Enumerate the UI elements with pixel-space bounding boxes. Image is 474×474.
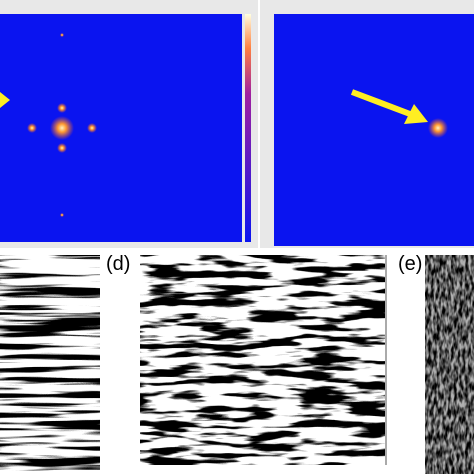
seismic-panel-left — [0, 255, 100, 471]
spectral-peak — [428, 118, 448, 138]
arrow — [0, 92, 10, 108]
spectrum-panel-left — [0, 0, 258, 248]
spectral-peak — [60, 33, 64, 37]
panel-label: (e) — [398, 253, 422, 275]
spectrum-panel-right — [260, 0, 474, 248]
spectral-peak — [27, 123, 37, 133]
panel-label: (d) — [106, 253, 130, 275]
spectral-peak — [50, 116, 74, 140]
seismic-panel-middle — [140, 255, 387, 465]
arrow-shaft — [350, 89, 412, 117]
colorbar — [245, 14, 251, 242]
spectral-peak — [57, 103, 67, 113]
spectral-peak — [87, 123, 97, 133]
seismic-image — [0, 255, 100, 471]
seismic-image — [425, 255, 474, 474]
spectrum-image — [0, 14, 242, 242]
seismic-panel-right — [425, 255, 474, 474]
spectral-peak — [57, 143, 67, 153]
spectral-peak — [60, 213, 64, 217]
seismic-image — [140, 255, 385, 465]
arrow-head — [404, 104, 428, 124]
